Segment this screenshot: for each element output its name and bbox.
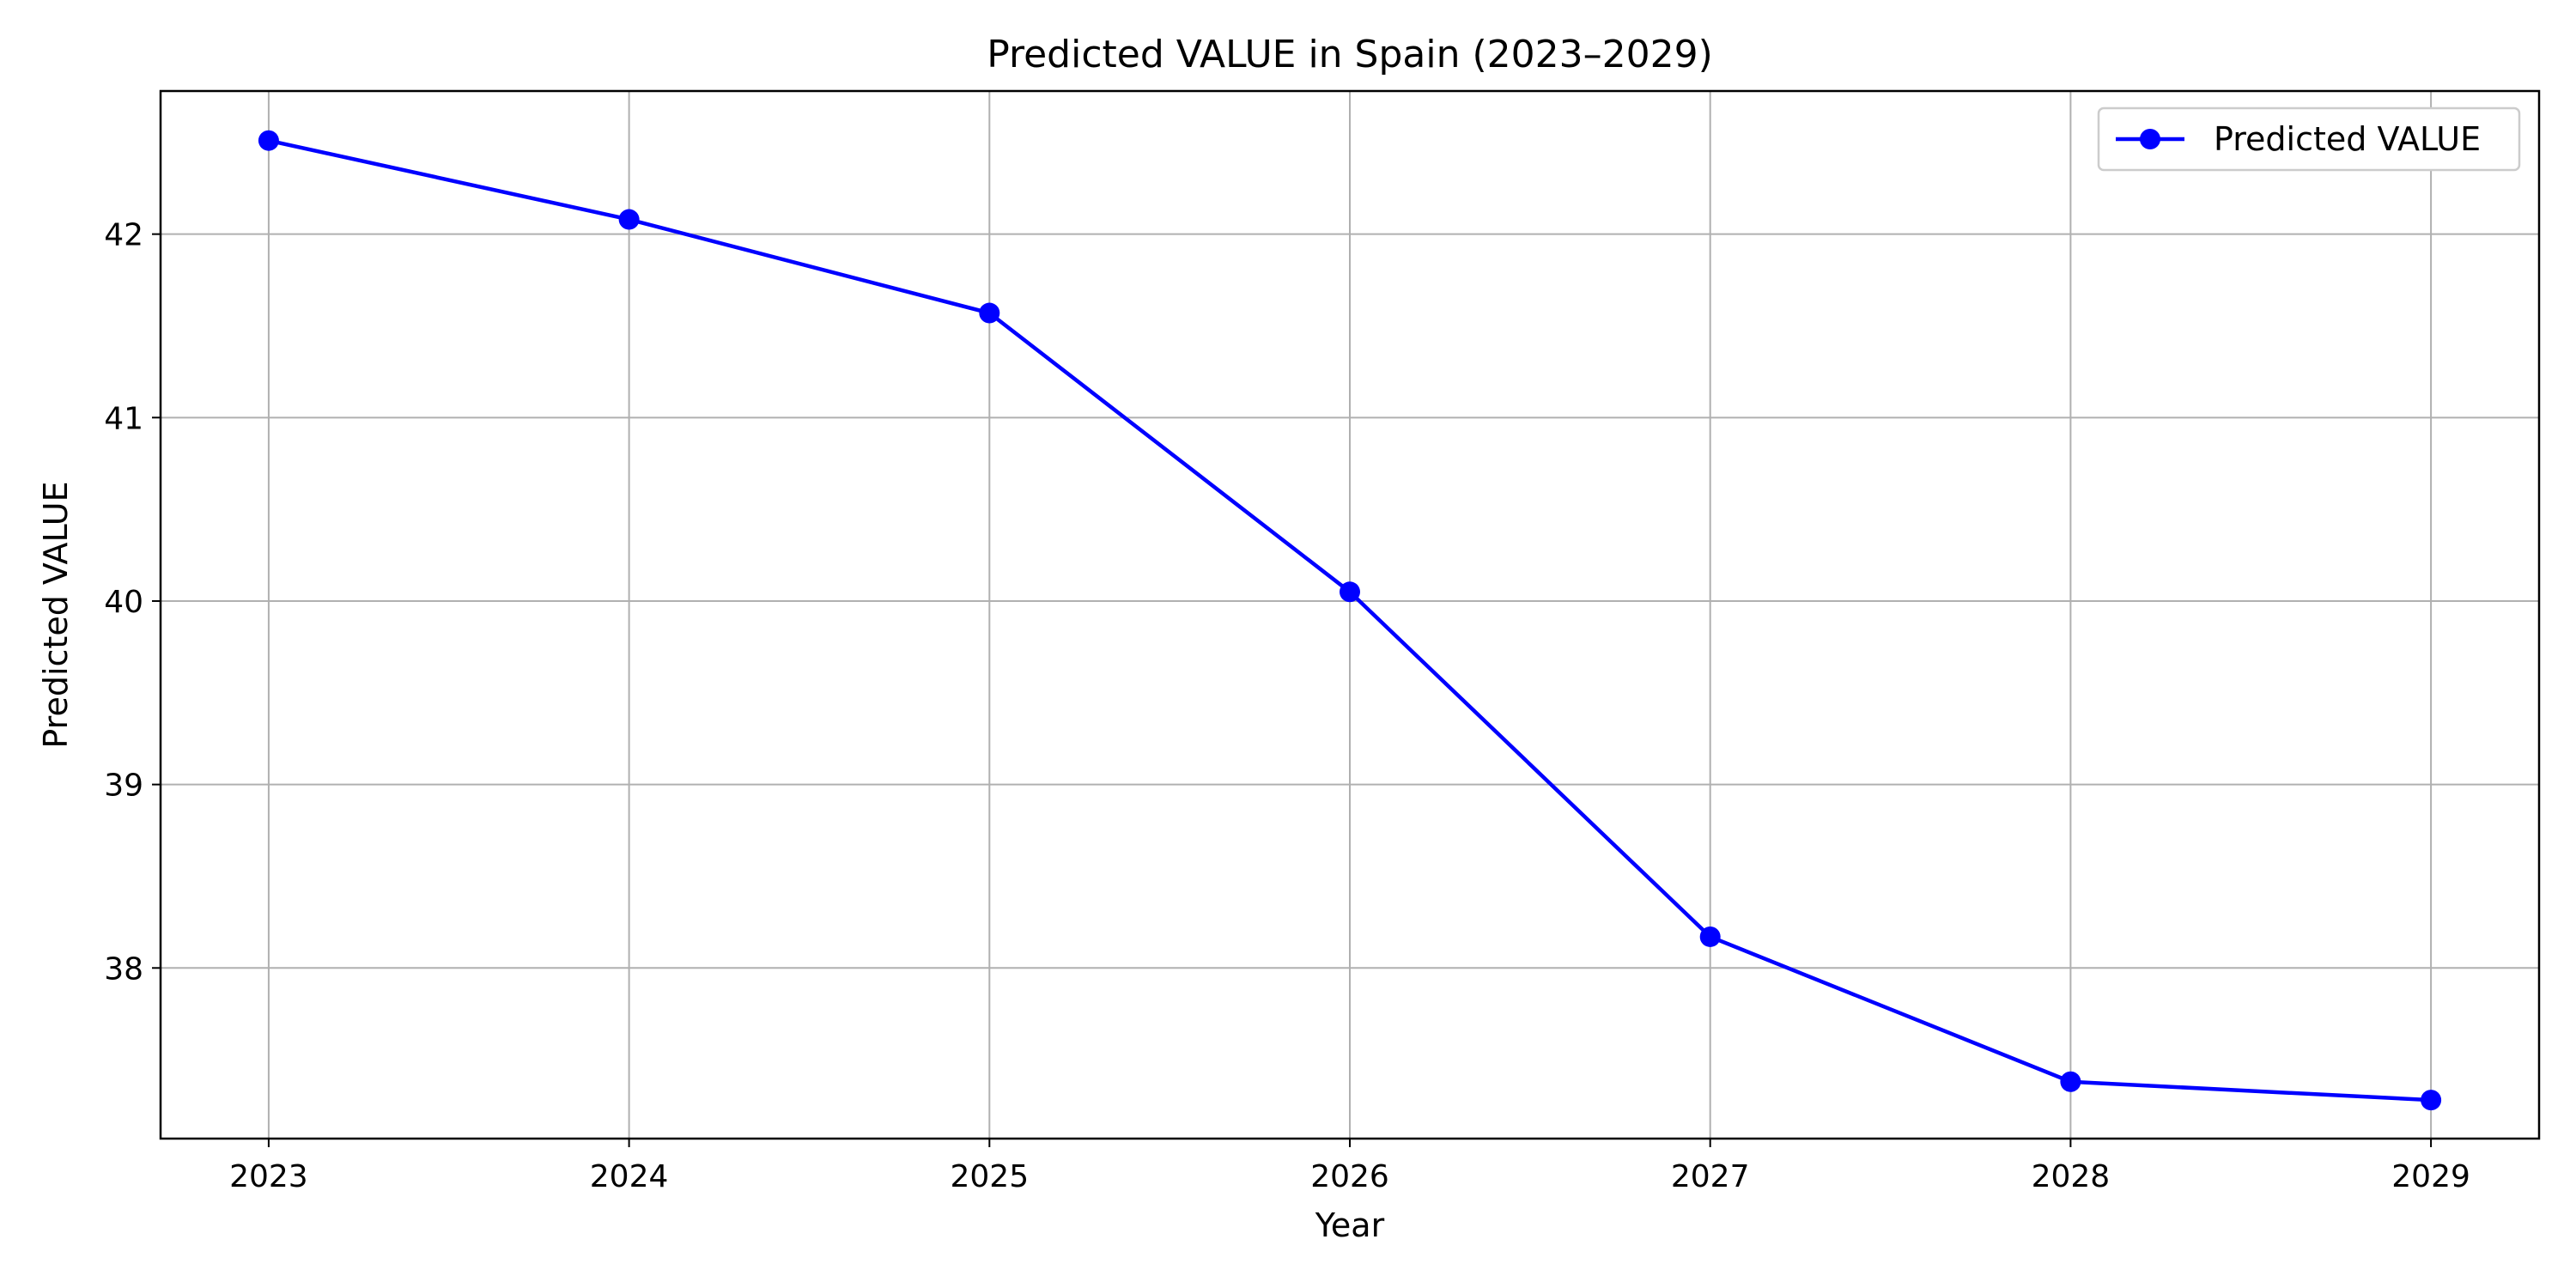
y-tick-label: 42 [104,218,143,253]
grid-lines [161,91,2539,1139]
y-tick-label: 39 [104,769,143,804]
legend-box [2097,106,2521,172]
y-tick-label: 38 [104,951,143,987]
x-tick-label: 2026 [1310,1159,1389,1194]
data-point [1699,926,1721,947]
x-tick-label: 2029 [2391,1159,2470,1194]
x-tick-label: 2027 [1671,1159,1750,1194]
x-tick-label: 2024 [590,1159,669,1194]
x-axis-label: Year [1315,1206,1385,1244]
data-point [618,209,640,230]
data-point [979,302,1000,324]
y-tick-label: 40 [104,585,143,620]
data-point [1340,581,1360,603]
data-point [2421,1090,2442,1111]
y-tick-label: 41 [104,401,143,436]
data-point [258,130,279,151]
plot-frame [159,89,2541,1140]
legend-marker-sample [2140,129,2160,149]
series-layer [258,130,2442,1111]
x-tick-label: 2023 [229,1159,308,1194]
tick-layer: 2023 2024 2025 2026 2027 2028 2029 38 39 40 41 42 [104,218,2470,1194]
chart-title: Predicted VALUE in Spain (2023–2029) [987,33,1713,76]
data-point [2060,1071,2081,1092]
legend-label: Predicted VALUE [2214,120,2481,158]
legend: Predicted VALUE [2097,106,2521,172]
y-axis-label: Predicted VALUE [37,481,75,748]
x-tick-label: 2025 [950,1159,1029,1194]
x-tick-label: 2028 [2032,1159,2111,1194]
